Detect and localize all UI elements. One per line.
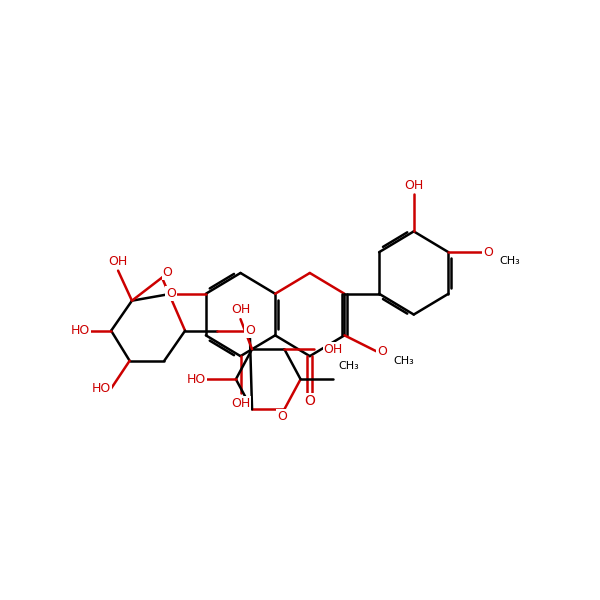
Text: O: O bbox=[245, 324, 254, 337]
Text: OH: OH bbox=[231, 397, 250, 410]
Text: O: O bbox=[163, 266, 172, 278]
Text: OH: OH bbox=[404, 179, 424, 191]
Text: O: O bbox=[277, 410, 287, 422]
Text: CH₃: CH₃ bbox=[499, 256, 520, 266]
Text: O: O bbox=[166, 287, 176, 300]
Text: OH: OH bbox=[231, 302, 250, 316]
Text: CH₃: CH₃ bbox=[338, 361, 359, 371]
Text: HO: HO bbox=[92, 382, 111, 395]
Text: OH: OH bbox=[323, 343, 343, 356]
Text: O: O bbox=[304, 394, 315, 409]
Text: O: O bbox=[483, 245, 493, 259]
Text: HO: HO bbox=[187, 373, 206, 386]
Text: CH₃: CH₃ bbox=[393, 356, 414, 366]
Text: O: O bbox=[377, 345, 386, 358]
Text: OH: OH bbox=[109, 255, 128, 268]
Text: HO: HO bbox=[71, 324, 91, 337]
